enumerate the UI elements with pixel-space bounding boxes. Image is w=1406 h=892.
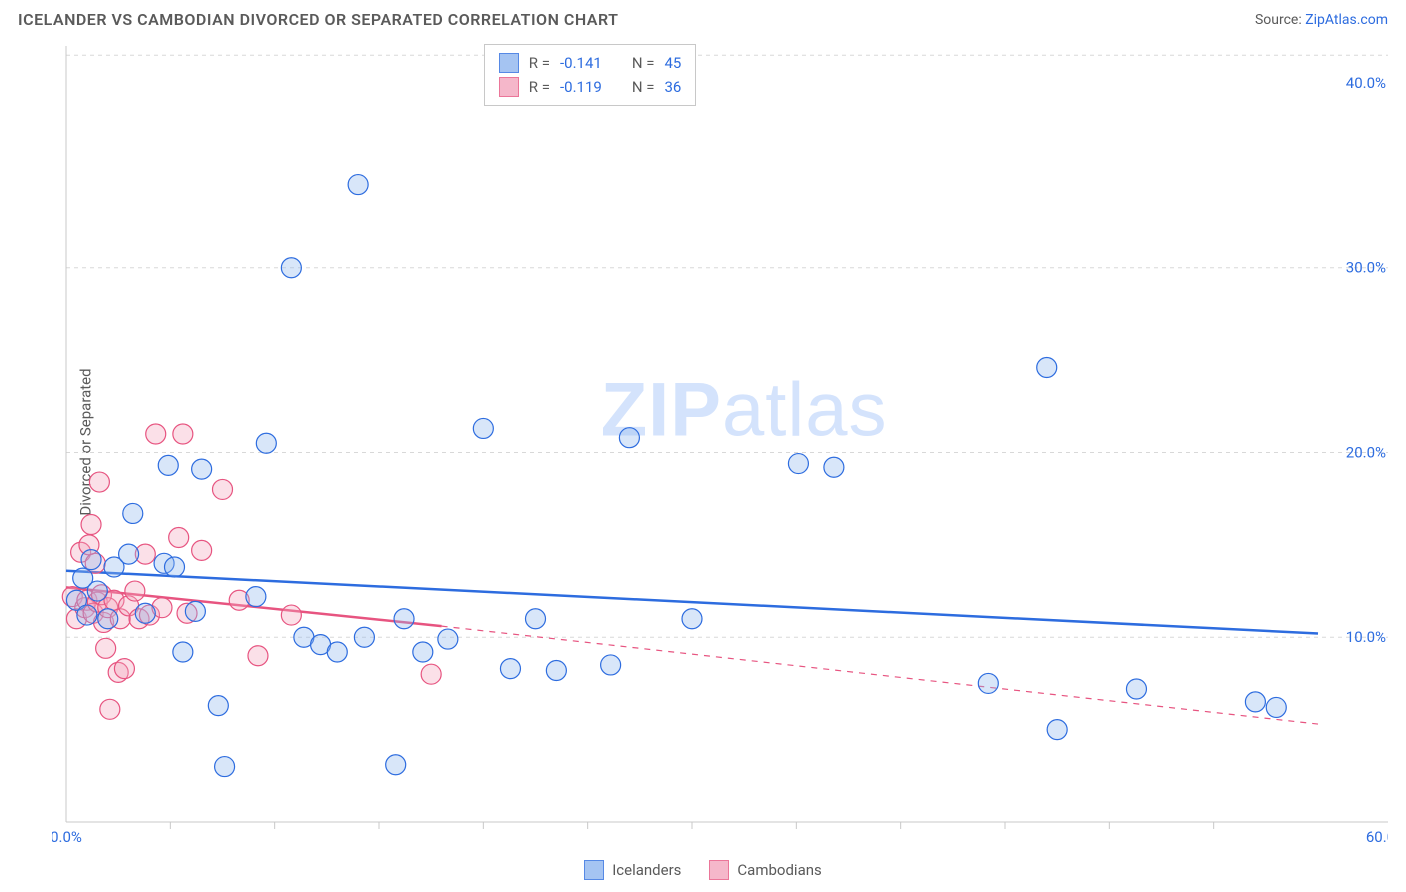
x-tick-label: 60.0% bbox=[1366, 828, 1388, 844]
stat-n-label: N = bbox=[632, 75, 655, 99]
data-point bbox=[1037, 357, 1057, 377]
regression-line-extrapolated bbox=[442, 626, 1318, 724]
stat-n-label: N = bbox=[632, 51, 655, 75]
data-point bbox=[169, 527, 189, 547]
source-prefix: Source: bbox=[1255, 12, 1305, 28]
stat-n-value: 45 bbox=[664, 51, 681, 75]
data-point bbox=[348, 175, 368, 195]
legend-label: Icelanders bbox=[612, 861, 681, 879]
data-point bbox=[1245, 692, 1265, 712]
legend-swatch bbox=[709, 860, 729, 880]
data-point bbox=[215, 757, 235, 777]
data-point bbox=[173, 424, 193, 444]
stats-row: R = -0.141 N = 45 bbox=[499, 51, 682, 75]
data-point bbox=[146, 424, 166, 444]
data-point bbox=[619, 428, 639, 448]
data-point bbox=[601, 655, 621, 675]
bottom-legend: Icelanders Cambodians bbox=[0, 860, 1406, 880]
scatter-plot: 10.0% 20.0% 30.0% 40.0% 0.0% 60.0% bbox=[52, 40, 1388, 844]
data-point bbox=[281, 605, 301, 625]
data-point bbox=[248, 646, 268, 666]
source-link[interactable]: ZipAtlas.com bbox=[1305, 12, 1388, 28]
stats-row: R = -0.119 N = 36 bbox=[499, 75, 682, 99]
data-point bbox=[165, 557, 185, 577]
data-point bbox=[98, 609, 118, 629]
data-point bbox=[119, 544, 139, 564]
legend-label: Cambodians bbox=[737, 861, 821, 879]
data-point bbox=[394, 609, 414, 629]
data-point bbox=[526, 609, 546, 629]
data-point bbox=[208, 696, 228, 716]
data-point bbox=[327, 642, 347, 662]
data-point bbox=[158, 455, 178, 475]
y-tick-label: 10.0% bbox=[1346, 628, 1386, 646]
data-point bbox=[87, 581, 107, 601]
stat-r-value: -0.141 bbox=[560, 51, 602, 75]
chart-title: ICELANDER VS CAMBODIAN DIVORCED OR SEPAR… bbox=[18, 10, 618, 29]
data-point bbox=[81, 515, 101, 535]
chart-area: Divorced or Separated ZIPatlas 10.0%20.0… bbox=[18, 40, 1388, 844]
data-point bbox=[185, 601, 205, 621]
y-tick-label: 30.0% bbox=[1346, 259, 1386, 277]
data-point bbox=[89, 472, 109, 492]
data-point bbox=[173, 642, 193, 662]
data-point bbox=[256, 433, 276, 453]
data-point bbox=[546, 660, 566, 680]
stat-n-value: 36 bbox=[664, 75, 681, 99]
data-point bbox=[788, 454, 808, 474]
data-point bbox=[824, 457, 844, 477]
x-tick-label: 0.0% bbox=[52, 828, 82, 844]
data-point bbox=[1266, 697, 1286, 717]
data-point bbox=[354, 627, 374, 647]
data-point bbox=[125, 581, 145, 601]
data-point bbox=[77, 605, 97, 625]
data-point bbox=[96, 638, 116, 658]
y-tick-label: 40.0% bbox=[1346, 74, 1386, 92]
data-point bbox=[114, 659, 134, 679]
stat-r-value: -0.119 bbox=[560, 75, 602, 99]
stat-r-label: R = bbox=[529, 51, 550, 75]
data-point bbox=[192, 459, 212, 479]
data-point bbox=[192, 540, 212, 560]
legend-item: Icelanders bbox=[584, 860, 681, 880]
data-point bbox=[421, 664, 441, 684]
data-point bbox=[123, 503, 143, 523]
data-point bbox=[246, 587, 266, 607]
data-point bbox=[1047, 720, 1067, 740]
source-attribution: Source: ZipAtlas.com bbox=[1255, 12, 1388, 28]
data-point bbox=[500, 659, 520, 679]
legend-item: Cambodians bbox=[709, 860, 821, 880]
correlation-stats-box: R = -0.141 N = 45 R = -0.119 N = 36 bbox=[484, 44, 697, 106]
data-point bbox=[473, 418, 493, 438]
stat-r-label: R = bbox=[529, 75, 550, 99]
legend-swatch bbox=[499, 53, 519, 73]
data-point bbox=[281, 258, 301, 278]
data-point bbox=[438, 629, 458, 649]
data-point bbox=[978, 673, 998, 693]
legend-swatch bbox=[584, 860, 604, 880]
data-point bbox=[682, 609, 702, 629]
data-point bbox=[1126, 679, 1146, 699]
data-point bbox=[413, 642, 433, 662]
y-tick-label: 20.0% bbox=[1346, 443, 1386, 461]
data-point bbox=[81, 550, 101, 570]
data-point bbox=[100, 699, 120, 719]
legend-swatch bbox=[499, 77, 519, 97]
data-point bbox=[213, 479, 233, 499]
data-point bbox=[135, 603, 155, 623]
data-point bbox=[386, 755, 406, 775]
